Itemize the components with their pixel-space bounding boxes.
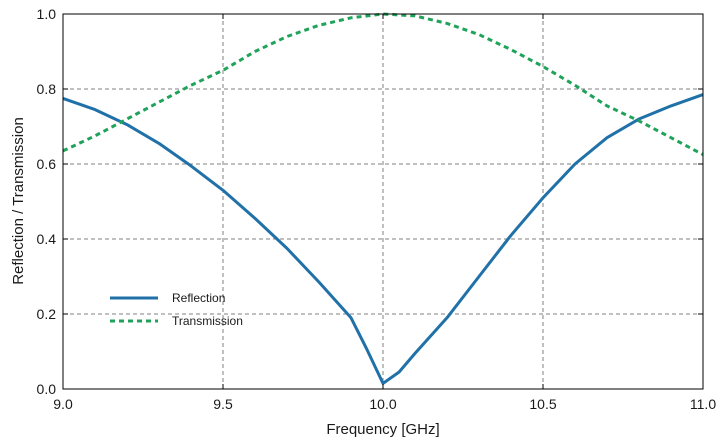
x-tick-label: 10.0 bbox=[369, 396, 396, 412]
series-layer bbox=[62, 12, 704, 385]
x-tick-label: 9.0 bbox=[53, 396, 73, 412]
y-tick-label: 1.0 bbox=[37, 6, 57, 22]
legend: Reflection Transmission bbox=[110, 291, 243, 328]
legend-label-reflection: Reflection bbox=[172, 291, 225, 305]
x-tick-label: 11.0 bbox=[690, 396, 716, 412]
y-tick-label: 0.4 bbox=[37, 231, 57, 247]
y-tick-labels: 0.0 0.2 0.4 0.6 0.8 1.0 bbox=[37, 6, 703, 397]
y-tick-label: 0.0 bbox=[37, 381, 57, 397]
legend-label-transmission: Transmission bbox=[172, 314, 243, 328]
series-line-transmission bbox=[62, 12, 704, 156]
plot-background bbox=[63, 14, 703, 389]
y-tick-label: 0.8 bbox=[37, 81, 57, 97]
x-tick-label: 10.5 bbox=[529, 396, 556, 412]
y-axis-label: Reflection / Transmission bbox=[10, 117, 27, 285]
y-tick-label: 0.2 bbox=[37, 306, 57, 322]
y-tick-label: 0.6 bbox=[37, 156, 57, 172]
x-axis-label: Frequency [GHz] bbox=[326, 421, 439, 438]
series-line-reflection bbox=[62, 93, 704, 385]
x-tick-labels: 9.0 9.5 10.0 10.5 11.0 bbox=[53, 14, 716, 412]
x-tick-label: 9.5 bbox=[213, 396, 233, 412]
grid-lines bbox=[63, 14, 703, 389]
